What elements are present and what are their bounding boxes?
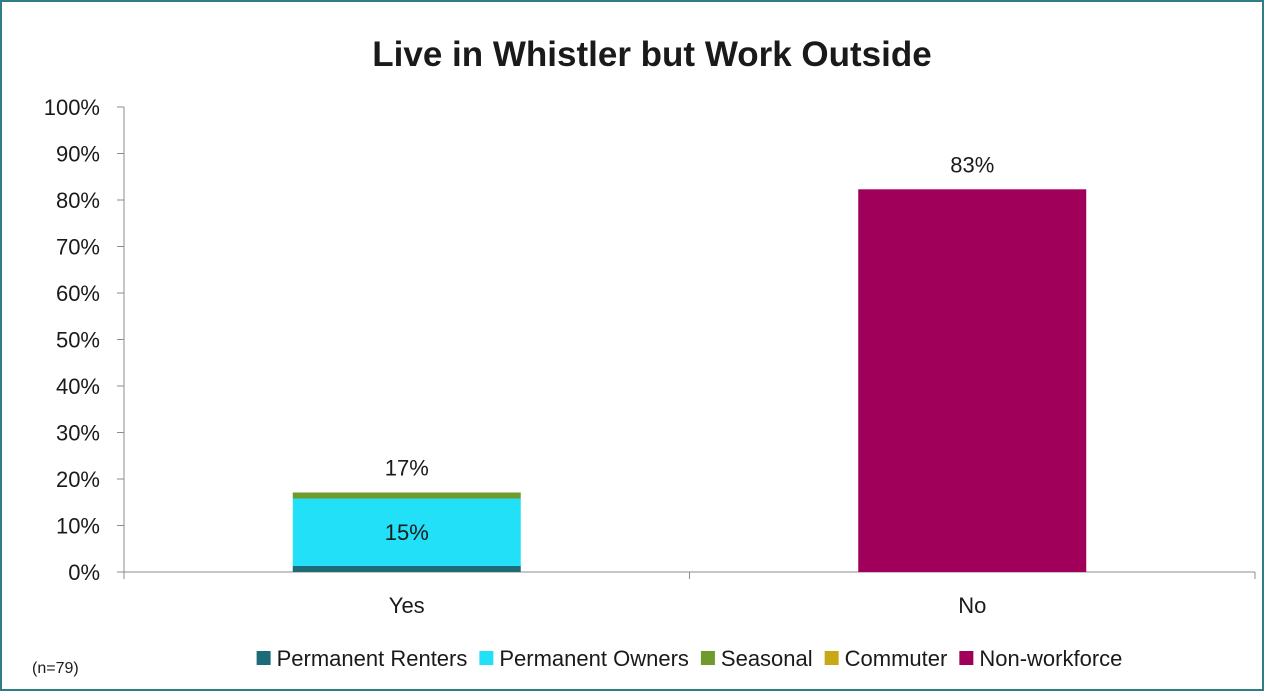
bar-segment: [292, 565, 521, 572]
y-tick-label: 20%: [56, 467, 100, 492]
y-tick-label: 30%: [56, 421, 100, 446]
legend-item: Seasonal: [700, 646, 813, 671]
legend-swatch: [959, 651, 974, 665]
legend-label: Seasonal: [721, 646, 813, 671]
sample-size-note: (n=79): [32, 660, 79, 677]
legend-label: Commuter: [845, 646, 948, 671]
y-tick-label: 10%: [56, 514, 100, 539]
data-label: 15%: [385, 520, 429, 545]
data-label: 83%: [950, 152, 994, 177]
bar-segment: [292, 492, 521, 499]
data-label: 17%: [385, 455, 429, 480]
y-tick-label: 90%: [56, 142, 100, 167]
y-tick-label: 40%: [56, 374, 100, 399]
legend-item: Non-workforce: [959, 646, 1122, 671]
y-tick-label: 60%: [56, 281, 100, 306]
legend-item: Commuter: [824, 646, 948, 671]
legend-swatch: [256, 651, 271, 665]
legend-label: Non-workforce: [979, 646, 1122, 671]
x-axis: Yes No: [123, 571, 1256, 618]
y-tick-label: 70%: [56, 235, 100, 260]
bars: [292, 189, 1087, 572]
legend-swatch: [824, 651, 839, 665]
bar-segment: [292, 498, 521, 566]
y-axis: 0% 10% 20% 30% 40% 50% 60% 70% 80% 90% 100%: [44, 95, 125, 585]
legend-label: Permanent Renters: [277, 646, 468, 671]
y-tick-label: 100%: [44, 95, 100, 120]
data-labels: 15% 17% 83%: [385, 152, 995, 545]
legend: Permanent Renters Permanent Owners Seasona…: [256, 646, 1122, 671]
y-tick-label: 80%: [56, 188, 100, 213]
legend-swatch: [700, 651, 715, 665]
chart-title: Live in Whistler but Work Outside: [372, 35, 931, 74]
legend-label: Permanent Owners: [499, 646, 689, 671]
y-tick-label: 0%: [68, 560, 100, 585]
x-tick-label: No: [958, 593, 986, 618]
legend-swatch: [479, 651, 494, 665]
legend-item: Permanent Renters: [256, 646, 468, 671]
x-tick-label: Yes: [389, 593, 425, 618]
legend-item: Permanent Owners: [479, 646, 689, 671]
y-tick-label: 50%: [56, 328, 100, 353]
bar-segment: [858, 189, 1087, 572]
